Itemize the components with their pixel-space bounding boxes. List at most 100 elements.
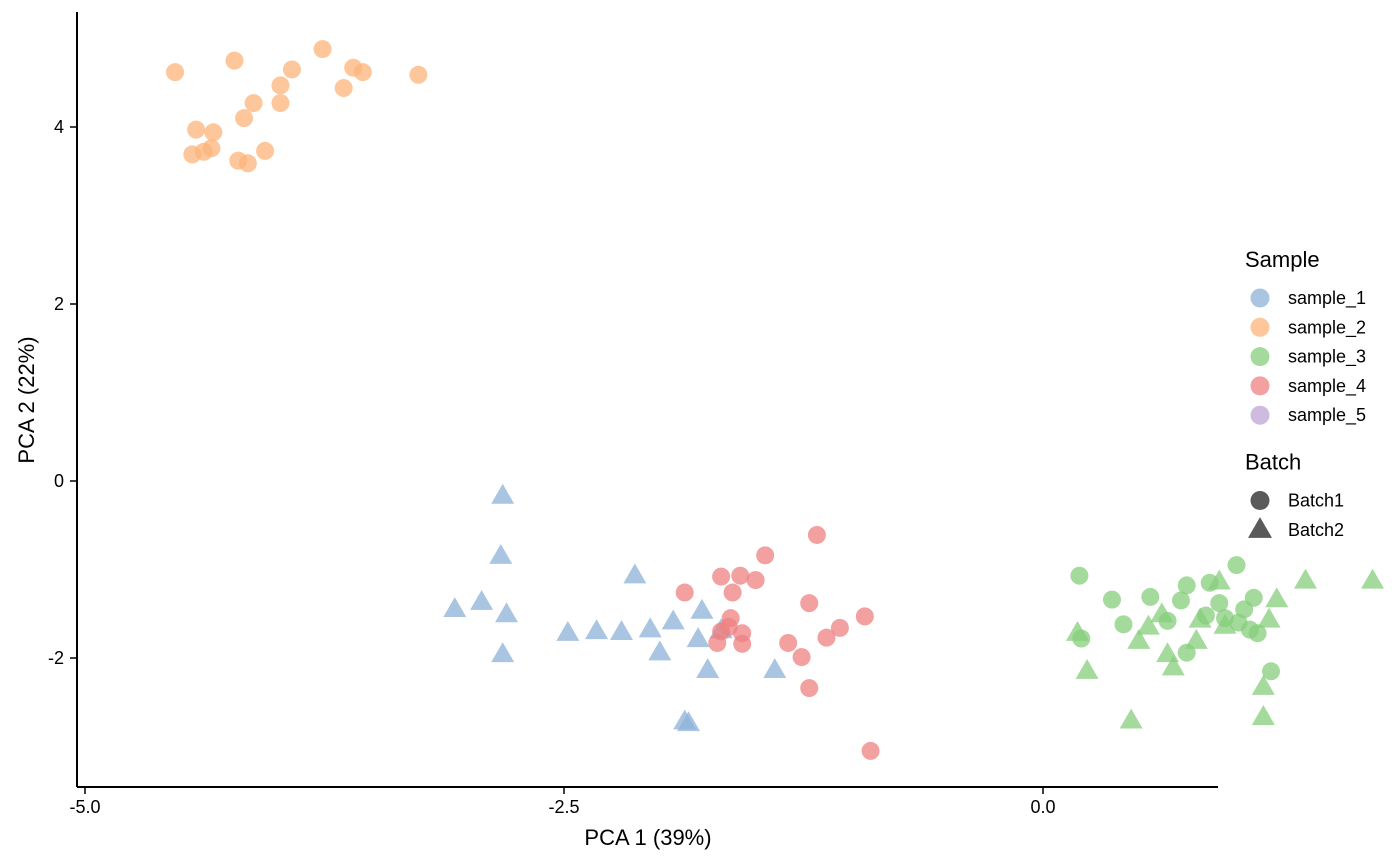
data-point (353, 63, 372, 82)
data-point (675, 583, 694, 602)
data-point (271, 76, 290, 95)
data-point (731, 566, 750, 585)
legend-label: sample_2 (1288, 317, 1366, 338)
data-point (1251, 674, 1275, 695)
data-point (686, 627, 710, 648)
data-point (491, 642, 515, 663)
data-point (244, 94, 263, 113)
data-point (313, 40, 332, 59)
data-point (585, 619, 609, 640)
legend-key-sample_3 (1250, 347, 1270, 367)
data-point (204, 123, 223, 142)
data-point (733, 634, 752, 653)
data-point (746, 571, 765, 590)
data-point (638, 617, 662, 638)
legend-label: sample_3 (1288, 347, 1366, 368)
data-point (256, 141, 275, 160)
data-point (187, 120, 206, 139)
data-point (1251, 705, 1275, 725)
data-point (817, 628, 836, 647)
data-point (1262, 662, 1281, 681)
y-tick-label: -2 (48, 648, 64, 668)
data-point (661, 609, 685, 630)
data-point (648, 640, 672, 661)
data-point (712, 567, 731, 586)
data-point (443, 597, 467, 617)
data-point (1265, 587, 1289, 608)
data-point (1244, 588, 1263, 607)
legend-label: Batch2 (1288, 520, 1344, 540)
data-point (282, 60, 301, 79)
data-point (1210, 594, 1229, 613)
data-point (495, 602, 519, 623)
data-point (763, 658, 787, 679)
data-point (855, 607, 874, 626)
data-point (623, 563, 647, 584)
data-point (800, 679, 819, 698)
data-point (166, 63, 185, 82)
legend-key-Batch2 (1248, 517, 1272, 538)
data-point (1127, 628, 1151, 649)
data-point (792, 648, 811, 667)
legend-key-sample_4 (1250, 376, 1270, 396)
legend: Sample sample_1 sample_2 sample_3 sample_4sa… (1245, 247, 1366, 540)
data-point (1361, 568, 1385, 589)
data-point (1188, 607, 1212, 628)
legend-label: sample_4 (1288, 376, 1366, 397)
data-point (830, 618, 849, 637)
data-point (1136, 614, 1160, 635)
x-axis-ticks: -5.0-2.50.02.55.0 (69, 787, 1056, 817)
data-point (677, 711, 701, 732)
x-axis-title: PCA 1 (39%) (584, 825, 711, 850)
data-point (334, 79, 353, 98)
data-point (1065, 620, 1089, 641)
data-point (708, 633, 727, 652)
data-point (183, 145, 202, 164)
data-point (225, 51, 244, 70)
data-point (1293, 568, 1317, 589)
data-point (609, 620, 633, 640)
data-point (1248, 624, 1267, 643)
data-point (235, 109, 254, 128)
data-point (1227, 556, 1246, 575)
data-point (409, 65, 428, 84)
data-point (807, 525, 826, 544)
data-point (1156, 642, 1180, 663)
data-point (1070, 566, 1089, 585)
x-tick-label: -2.5 (548, 797, 579, 817)
data-point (861, 741, 880, 760)
data-point (491, 483, 515, 504)
legend-key-Batch1 (1250, 491, 1270, 510)
data-point (1177, 576, 1196, 595)
data-point (1207, 569, 1231, 590)
data-point (696, 658, 720, 679)
y-tick-label: 4 (54, 117, 64, 137)
legend-label: sample_1 (1288, 288, 1366, 309)
data-point (1119, 708, 1143, 729)
data-point (756, 546, 775, 565)
data-point (800, 594, 819, 613)
legend-title: Sample (1245, 247, 1320, 272)
legend-key-sample_2 (1250, 317, 1270, 337)
data-point (1075, 659, 1099, 679)
legend-key-sample_1 (1250, 288, 1270, 308)
data-point (1184, 628, 1208, 649)
legend-title: Batch (1245, 450, 1301, 475)
data-point (1102, 590, 1121, 609)
y-tick-label: 2 (54, 294, 64, 314)
data-point (489, 543, 513, 564)
data-point (1114, 615, 1133, 634)
x-tick-label: -5.0 (69, 797, 100, 817)
data-point (271, 94, 290, 113)
y-axis-title: PCA 2 (22%) (14, 336, 39, 463)
data-point (1141, 587, 1160, 606)
legend-key-sample_5 (1250, 405, 1270, 425)
y-tick-label: 0 (54, 471, 64, 491)
legend-label: Batch1 (1288, 491, 1344, 511)
data-point (1171, 591, 1190, 610)
data-point (238, 154, 257, 173)
data-point (1150, 602, 1174, 623)
data-point (779, 633, 798, 652)
points-layer (166, 40, 1385, 760)
